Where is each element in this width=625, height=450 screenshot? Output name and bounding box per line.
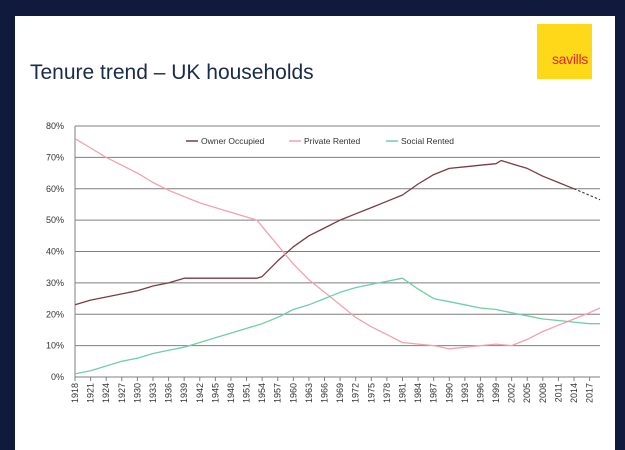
x-tick-label: 1996 bbox=[475, 383, 485, 403]
legend-label: Social Rented bbox=[401, 136, 454, 146]
x-tick-label: 1951 bbox=[242, 383, 252, 403]
chart-legend: Owner Occupied Private Rented Social Rente… bbox=[186, 136, 454, 146]
x-tick-label: 1999 bbox=[491, 383, 501, 403]
legend-label: Owner Occupied bbox=[201, 136, 265, 146]
x-tick-label: 1936 bbox=[164, 383, 174, 403]
x-tick-label: 2017 bbox=[585, 383, 595, 403]
x-tick-label: 1957 bbox=[273, 383, 283, 403]
y-tick-label: 20% bbox=[46, 309, 64, 319]
x-tick-label: 2008 bbox=[538, 383, 548, 403]
series-line-social-rented bbox=[74, 277, 600, 375]
x-tick-label: 1972 bbox=[351, 383, 361, 403]
y-tick-label: 70% bbox=[46, 152, 64, 162]
x-tick-label: 1963 bbox=[304, 383, 314, 403]
x-tick-label: 1948 bbox=[226, 383, 236, 403]
x-tick-label: 2014 bbox=[569, 383, 579, 403]
y-tick-label: 40% bbox=[46, 247, 64, 257]
savills-logo: savills bbox=[537, 24, 592, 79]
legend-label: Private Rented bbox=[304, 136, 360, 146]
x-tick-label: 1981 bbox=[397, 383, 407, 403]
projection-line-owner-occupied bbox=[573, 188, 601, 201]
x-tick-label: 1942 bbox=[195, 383, 205, 403]
x-tick-label: 1990 bbox=[444, 383, 454, 403]
x-tick-label: 1918 bbox=[70, 383, 80, 403]
x-tick-label: 1969 bbox=[335, 383, 345, 403]
x-tick-label: 1939 bbox=[179, 383, 189, 403]
x-tick-label: 1984 bbox=[413, 383, 423, 403]
x-tick-label: 1966 bbox=[320, 383, 330, 403]
x-tick-label: 1945 bbox=[210, 383, 220, 403]
y-tick-label: 30% bbox=[46, 278, 64, 288]
x-tick-label: 1933 bbox=[148, 383, 158, 403]
y-tick-label: 10% bbox=[46, 341, 64, 351]
page-title: Tenure trend – UK households bbox=[30, 61, 314, 84]
x-tick-label: 1921 bbox=[86, 383, 96, 403]
series-line-owner-occupied bbox=[74, 159, 575, 306]
x-tick-label: 1960 bbox=[288, 383, 298, 403]
logo-text: savills bbox=[551, 51, 588, 67]
chart-grid bbox=[75, 125, 600, 378]
y-axis: 0% 10% 20% 30% 40% 50% 60% 70% 80% bbox=[46, 121, 76, 382]
x-tick-label: 1954 bbox=[257, 383, 267, 403]
series-lines bbox=[74, 138, 601, 375]
y-tick-label: 80% bbox=[46, 121, 64, 131]
x-tick-label: 1993 bbox=[460, 383, 470, 403]
x-axis: 1918 1921 1924 1927 1930 1933 1936 1939 1942 1945… bbox=[70, 377, 595, 403]
y-tick-label: 60% bbox=[46, 184, 64, 194]
x-tick-label: 1930 bbox=[132, 383, 142, 403]
series-line-private-rented bbox=[74, 138, 601, 350]
x-tick-label: 1987 bbox=[429, 383, 439, 403]
x-tick-label: 2002 bbox=[507, 383, 517, 403]
x-tick-label: 1927 bbox=[117, 383, 127, 403]
y-tick-label: 0% bbox=[51, 372, 64, 382]
x-tick-label: 1975 bbox=[366, 383, 376, 403]
x-tick-label: 2011 bbox=[553, 383, 563, 402]
x-tick-label: 2005 bbox=[522, 383, 532, 403]
y-tick-label: 50% bbox=[46, 215, 64, 225]
x-tick-label: 1924 bbox=[101, 383, 111, 403]
x-tick-label: 1978 bbox=[382, 383, 392, 403]
